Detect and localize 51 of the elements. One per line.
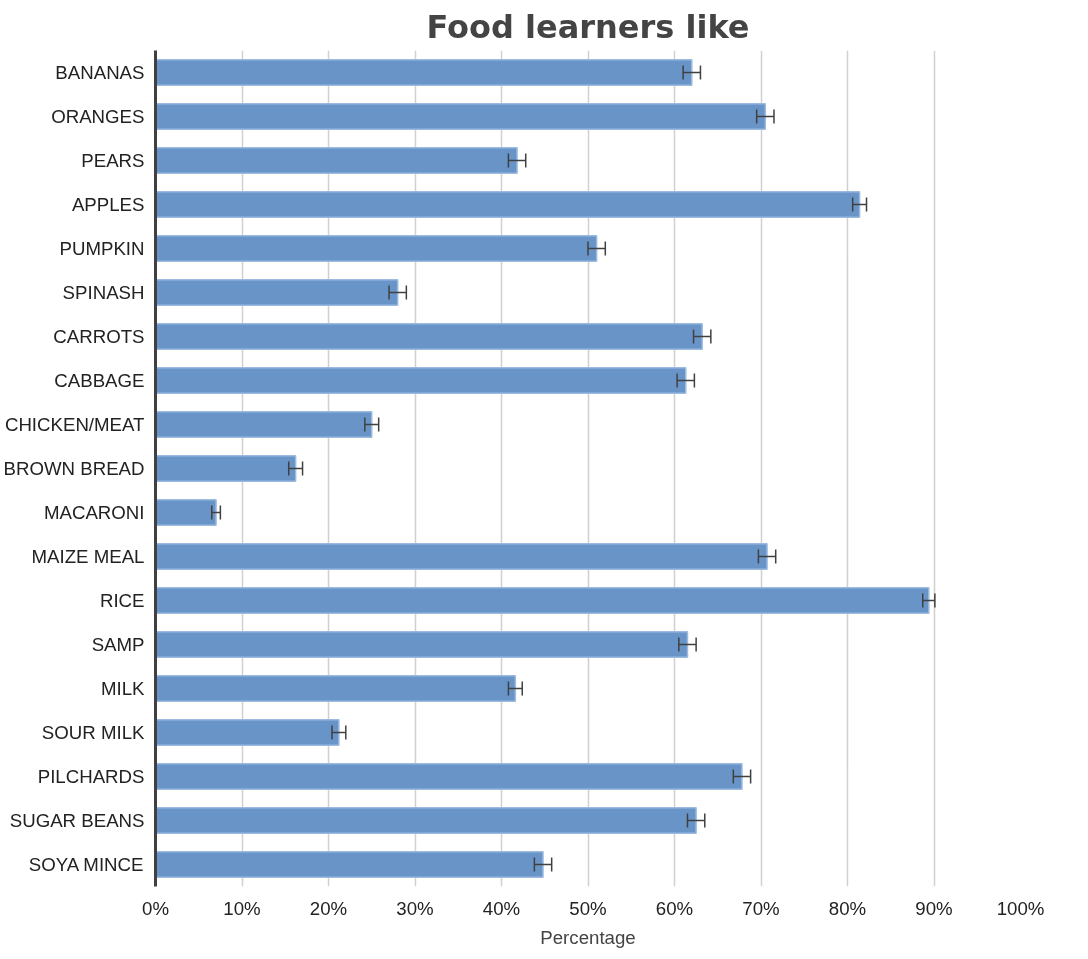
bar [155, 366, 687, 395]
bar [155, 234, 598, 263]
y-tick-label: PILCHARDS [37, 766, 145, 787]
x-tick-label: 50% [569, 897, 607, 919]
bar [155, 146, 518, 175]
y-tick-label: SUGAR BEANS [9, 810, 145, 831]
bar [155, 718, 340, 747]
y-tick-label: CHICKEN/MEAT [4, 414, 145, 435]
bar [155, 190, 861, 219]
y-tick-label: RICE [99, 590, 145, 611]
bar [155, 630, 689, 659]
y-tick-label: SAMP [91, 634, 145, 655]
y-tick-label: ORANGES [51, 106, 145, 127]
y-tick-label: CARROTS [53, 326, 145, 347]
bar [155, 586, 930, 615]
y-tick-label: SOYA MINCE [28, 854, 144, 875]
bar [155, 58, 693, 87]
bar [155, 498, 217, 527]
bar [155, 674, 517, 703]
x-tick-label: 60% [655, 897, 694, 919]
x-tick-label: 100% [996, 897, 1045, 919]
x-tick-label: 10% [223, 897, 261, 919]
bar [155, 410, 373, 439]
y-tick-label: BROWN BREAD [3, 458, 145, 479]
x-tick-label: 30% [396, 897, 434, 919]
x-tick-label: 40% [482, 897, 521, 919]
y-tick-label: BANANAS [55, 62, 145, 83]
y-tick-label: APPLES [71, 194, 145, 215]
bar [155, 278, 399, 307]
y-tick-label: SOUR MILK [41, 722, 146, 743]
x-tick-label: 90% [915, 897, 953, 919]
x-tick-label: 80% [828, 897, 867, 919]
x-tick-label: 0% [142, 897, 169, 919]
x-axis-title: Percentage [540, 926, 636, 948]
bar [155, 322, 703, 351]
bar [155, 102, 767, 131]
bar [155, 806, 697, 835]
y-tick-label: MILK [100, 678, 146, 699]
y-tick-label: PUMPKIN [59, 238, 145, 259]
y-tick-label: SPINASH [62, 282, 145, 303]
y-tick-label: CABBAGE [54, 370, 145, 391]
y-tick-label: PEARS [81, 150, 145, 171]
chart-title: Food learners like [426, 7, 750, 46]
bar [155, 542, 768, 571]
x-tick-label: 20% [309, 897, 348, 919]
x-tick-label: 70% [742, 897, 780, 919]
bar [155, 850, 544, 879]
y-tick-label: MAIZE MEAL [31, 546, 145, 567]
y-tick-label: MACARONI [43, 502, 145, 523]
bar [155, 454, 297, 483]
bar [155, 762, 743, 791]
